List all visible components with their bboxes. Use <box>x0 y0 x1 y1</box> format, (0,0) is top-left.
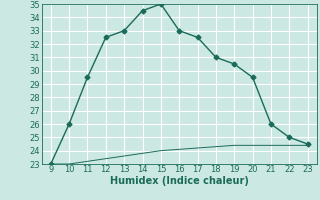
X-axis label: Humidex (Indice chaleur): Humidex (Indice chaleur) <box>110 176 249 186</box>
